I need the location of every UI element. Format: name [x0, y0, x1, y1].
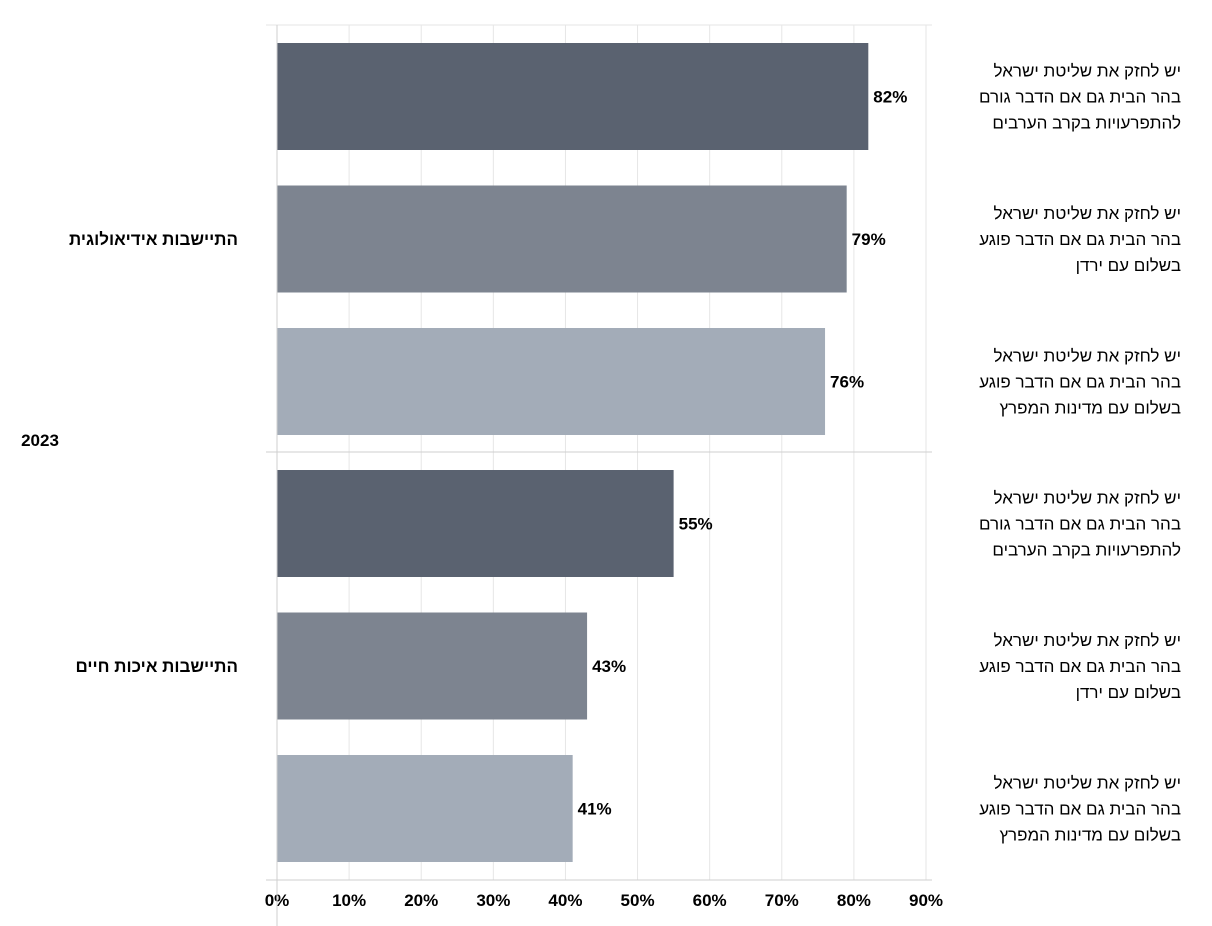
category-label-line: בשלום עם מדינות המפרץ	[999, 826, 1181, 845]
category-label-line: יש לחזק את שליטת ישראל	[994, 204, 1181, 223]
category-label-line: בהר הבית גם אם הדבר פוגע	[979, 373, 1181, 392]
x-tick-label: 30%	[476, 891, 510, 910]
category-label-line: יש לחזק את שליטת ישראל	[994, 774, 1181, 793]
labels: 82% יש לחזק את שליטת ישראל בהר הבית גם אם …	[69, 62, 1181, 845]
x-tick-label: 40%	[548, 891, 582, 910]
bar	[277, 185, 847, 293]
category-label: יש לחזק את שליטת ישראל בהר הבית גם אם הדב…	[979, 774, 1181, 845]
category-label-line: בשלום עם ירדן	[1076, 683, 1181, 702]
data-label: 76%	[830, 373, 864, 392]
x-tick-label: 80%	[837, 891, 871, 910]
x-tick-label: 60%	[693, 891, 727, 910]
category-label: יש לחזק את שליטת ישראל בהר הבית גם אם הדב…	[979, 204, 1181, 275]
category-label-line: בהר הבית גם אם הדבר גורם	[979, 515, 1181, 534]
year-label: 2023	[21, 431, 59, 450]
category-label: יש לחזק את שליטת ישראל בהר הבית גם אם הדב…	[979, 489, 1181, 560]
bar	[277, 470, 674, 577]
bar	[277, 755, 573, 862]
category-label: יש לחזק את שליטת ישראל בהר הבית גם אם הדב…	[979, 631, 1181, 702]
category-label-line: להתפרעויות בקרב הערבים	[992, 541, 1181, 560]
category-label-line: להתפרעויות בקרב הערבים	[992, 114, 1181, 133]
data-label: 41%	[578, 800, 612, 819]
bars	[277, 43, 869, 862]
x-tick-label: 90%	[909, 891, 943, 910]
category-label-line: יש לחזק את שליטת ישראל	[994, 631, 1181, 650]
x-tick-label: 10%	[332, 891, 366, 910]
axes: 0% 10% 20% 30% 40% 50% 60% 70% 80% 90%	[265, 25, 943, 926]
data-label: 43%	[592, 657, 626, 676]
x-tick-label: 70%	[765, 891, 799, 910]
data-label: 55%	[679, 515, 713, 534]
category-label: יש לחזק את שליטת ישראל בהר הבית גם אם הדב…	[979, 62, 1181, 133]
category-label-line: יש לחזק את שליטת ישראל	[994, 62, 1181, 81]
category-label-line: יש לחזק את שליטת ישראל	[994, 489, 1181, 508]
category-label-line: בהר הבית גם אם הדבר פוגע	[979, 657, 1181, 676]
bar	[277, 43, 869, 150]
category-label-line: בשלום עם ירדן	[1076, 256, 1181, 275]
category-label-line: בשלום עם מדינות המפרץ	[999, 399, 1181, 418]
group-label: התיישבות אידיאולוגית	[69, 230, 238, 249]
category-label-line: בהר הבית גם אם הדבר פוגע	[979, 800, 1181, 819]
bar	[277, 328, 826, 435]
group-label: התיישבות איכות חיים	[76, 657, 239, 676]
category-label-line: בהר הבית גם אם הדבר גורם	[979, 88, 1181, 107]
x-tick-label: 50%	[621, 891, 655, 910]
data-label: 79%	[852, 230, 886, 249]
x-tick-label: 20%	[404, 891, 438, 910]
category-label-line: בהר הבית גם אם הדבר פוגע	[979, 230, 1181, 249]
category-label: יש לחזק את שליטת ישראל בהר הבית גם אם הדב…	[979, 347, 1181, 418]
data-label: 82%	[873, 88, 907, 107]
bar	[277, 612, 588, 720]
category-label-line: יש לחזק את שליטת ישראל	[994, 347, 1181, 366]
